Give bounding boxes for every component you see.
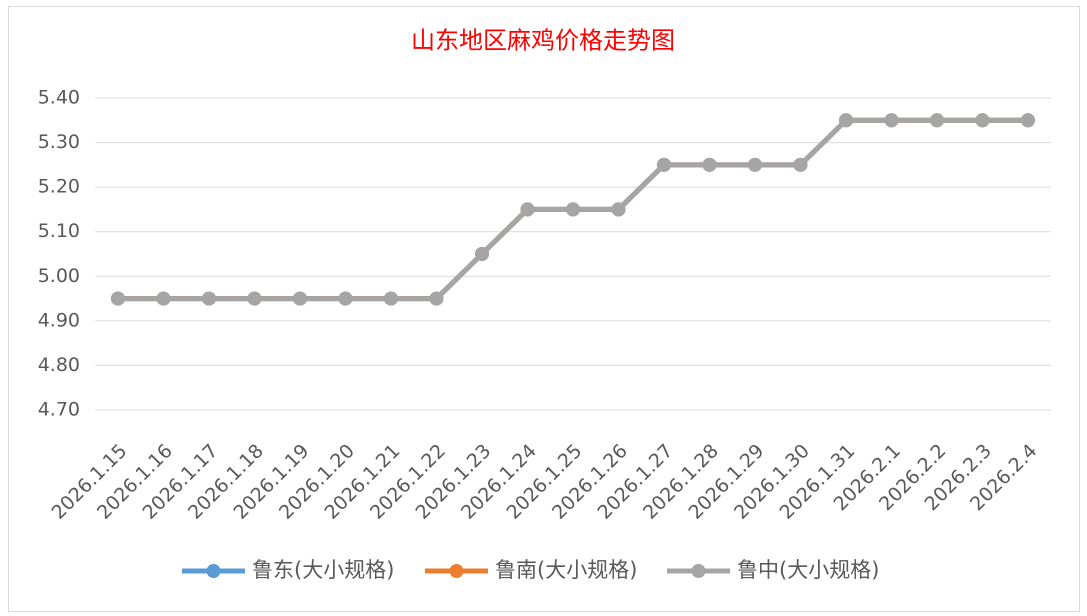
y-tick-label: 5.20 — [38, 176, 80, 198]
legend-marker — [449, 564, 464, 578]
y-tick-label: 4.70 — [38, 399, 80, 421]
y-tick-label: 4.80 — [38, 354, 80, 376]
point — [793, 157, 808, 172]
point — [930, 113, 944, 128]
legend-label: 鲁中(大小规格) — [737, 558, 879, 582]
point — [520, 202, 535, 217]
point — [566, 202, 580, 217]
point — [975, 113, 990, 128]
point — [748, 157, 762, 172]
y-tick-label: 5.00 — [38, 265, 80, 287]
point — [202, 291, 216, 306]
y-tick-label: 4.90 — [38, 309, 80, 331]
legend-marker — [206, 564, 221, 578]
legend-label: 鲁南(大小规格) — [495, 558, 637, 582]
point — [247, 291, 262, 306]
point — [884, 113, 899, 128]
point — [702, 157, 717, 172]
point — [657, 157, 671, 172]
point — [156, 291, 171, 306]
point — [384, 291, 398, 306]
point — [839, 113, 853, 128]
legend-marker — [691, 564, 706, 578]
point — [429, 291, 444, 306]
point — [111, 291, 125, 306]
chart-title: 山东地区麻鸡价格走势图 — [411, 27, 675, 55]
chart-frame — [8, 6, 1080, 612]
y-tick-label: 5.40 — [38, 87, 80, 109]
point — [293, 291, 307, 306]
y-tick-label: 5.30 — [38, 131, 80, 153]
legend-label: 鲁东(大小规格) — [252, 558, 394, 582]
point — [475, 247, 489, 261]
point — [338, 291, 353, 306]
point — [1021, 113, 1035, 128]
y-tick-label: 5.10 — [38, 220, 80, 242]
point — [611, 202, 626, 217]
